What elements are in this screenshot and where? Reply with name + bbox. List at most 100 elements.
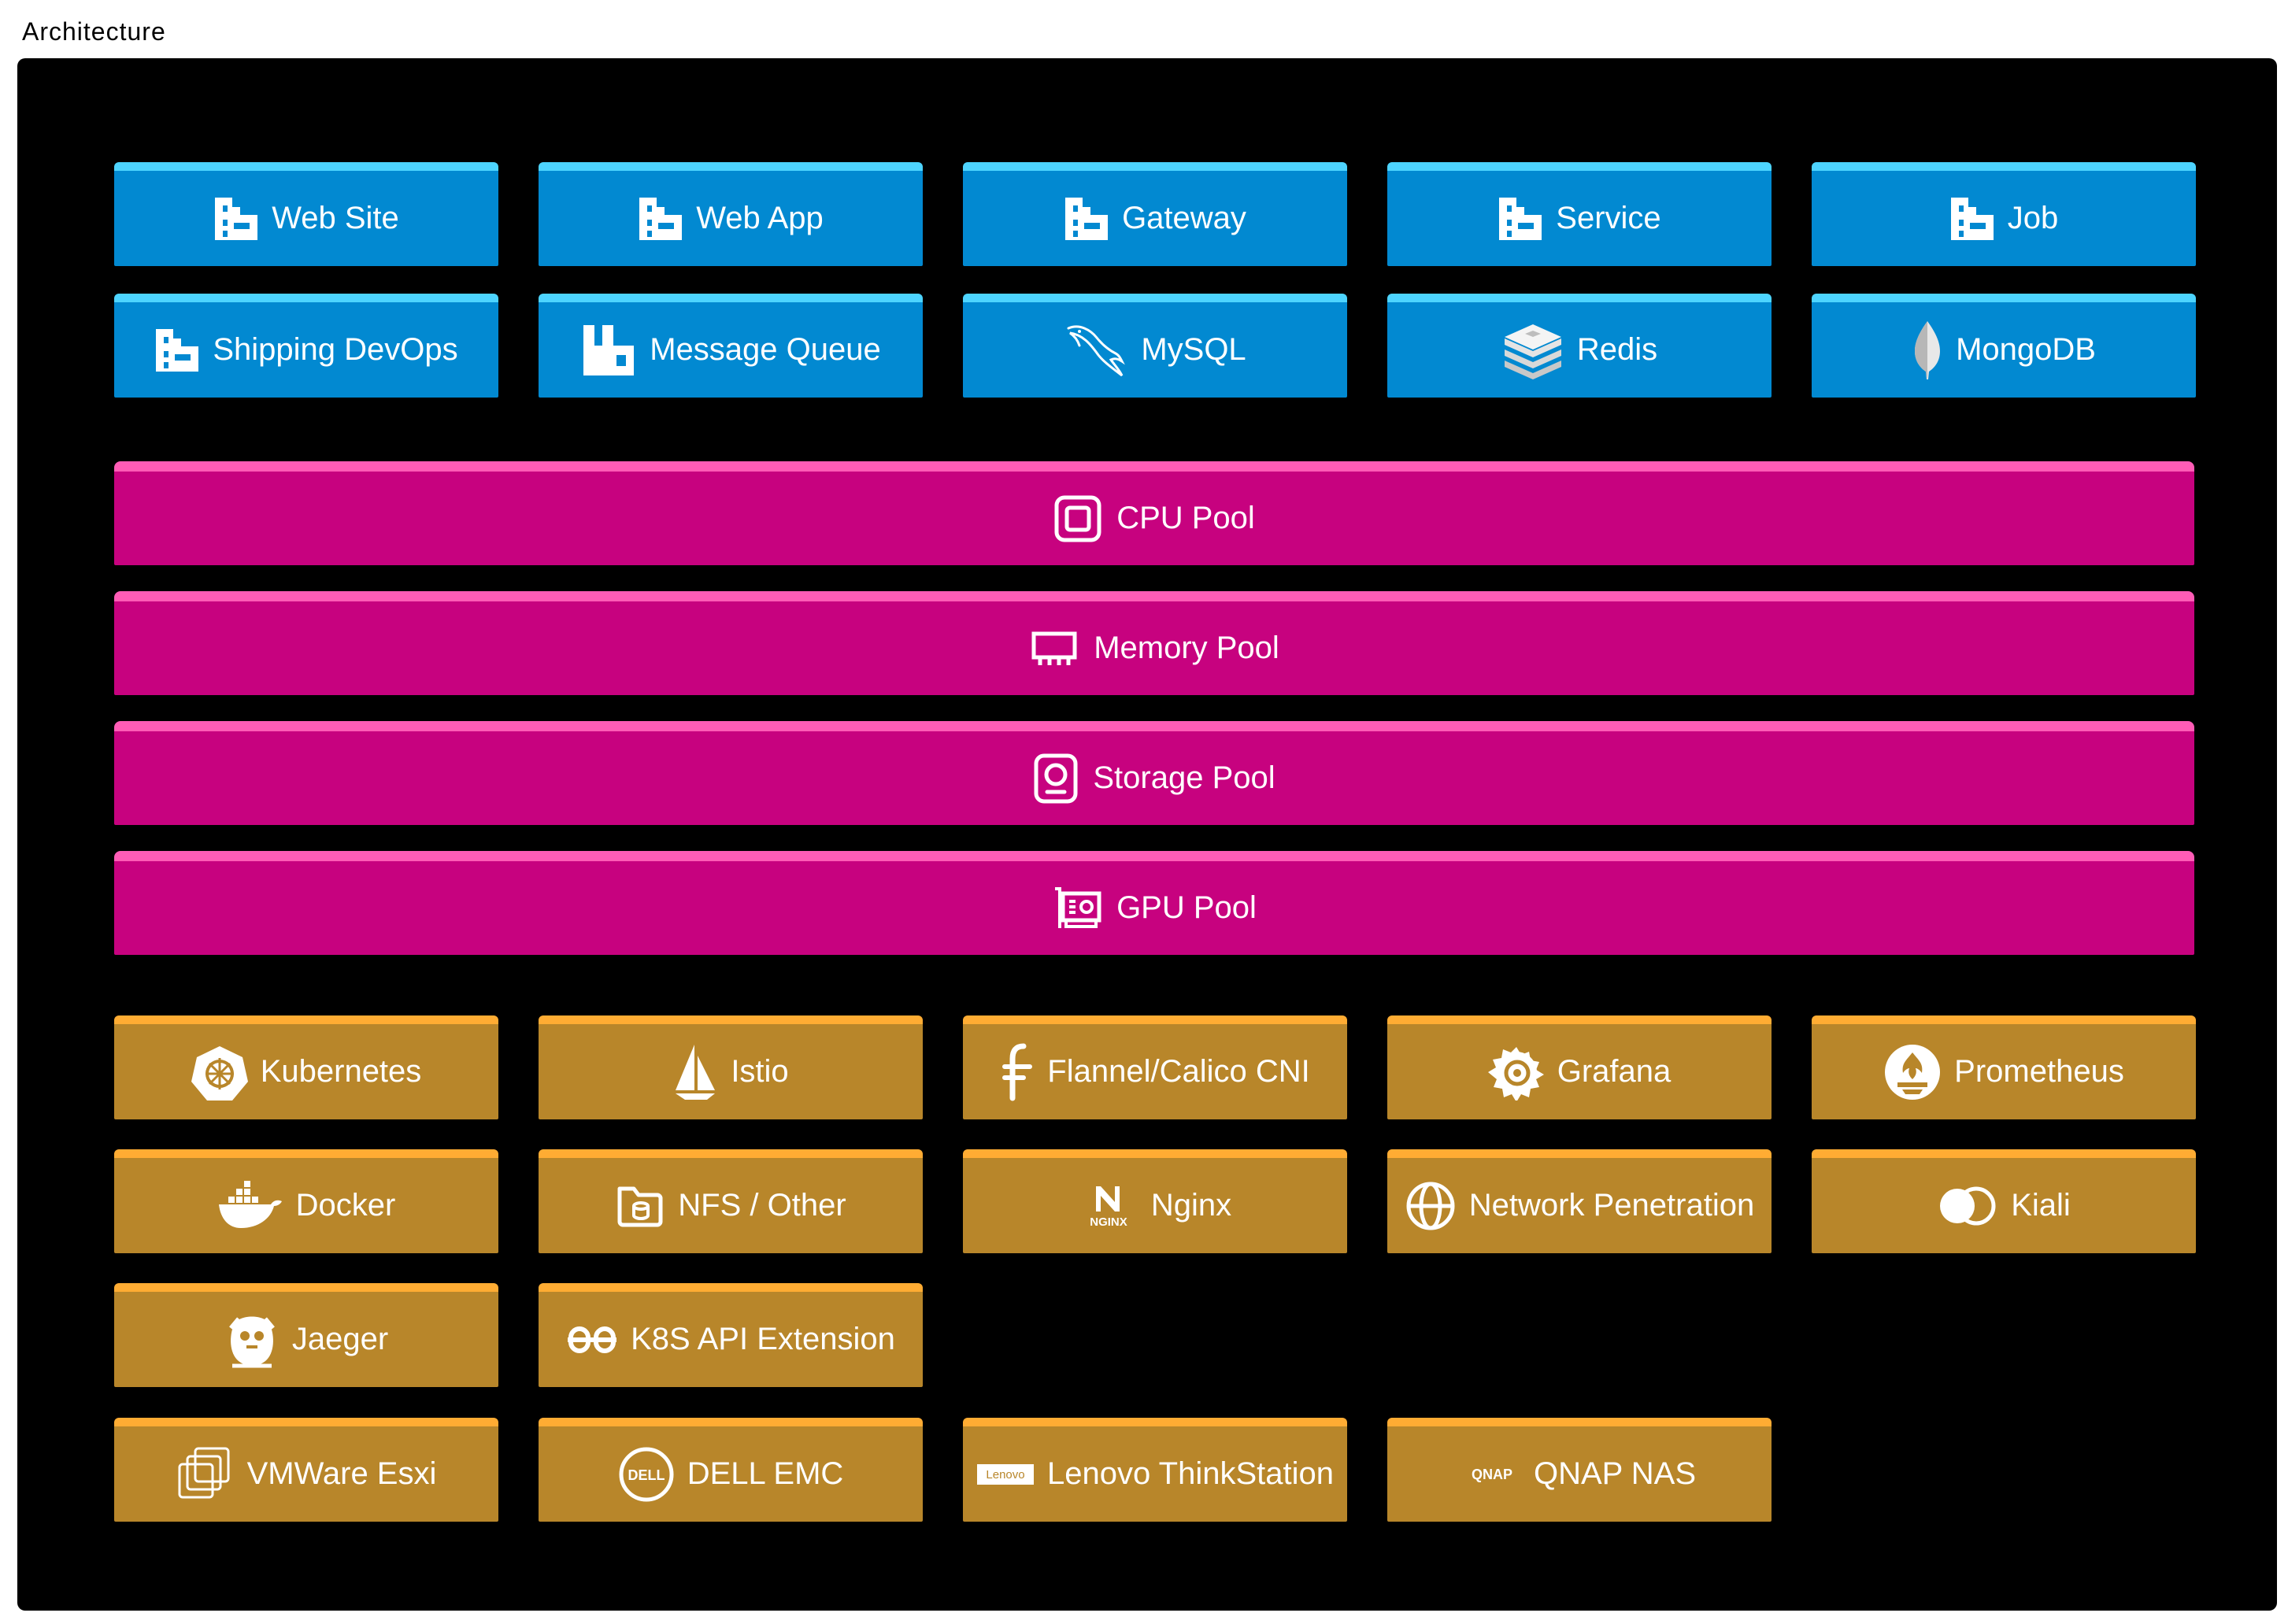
redis-block[interactable]: Redis bbox=[1387, 294, 1772, 398]
block-label: Kiali bbox=[2011, 1188, 2071, 1223]
block-label: K8S API Extension bbox=[631, 1322, 895, 1356]
block-label: Web App bbox=[696, 201, 824, 235]
flannel-calico-block[interactable]: Flannel/Calico CNI bbox=[963, 1015, 1347, 1119]
lenovo-logo-icon: Lenovo bbox=[976, 1463, 1035, 1485]
k8s-api-extension-block[interactable]: K8S API Extension bbox=[539, 1283, 923, 1387]
memory-pool-block[interactable]: Memory Pool bbox=[114, 591, 2194, 695]
deployment-icon bbox=[1498, 196, 1543, 242]
cpu-icon bbox=[1053, 494, 1102, 543]
lenovo-thinkstation-block[interactable]: Lenovo Lenovo ThinkStation bbox=[963, 1418, 1347, 1522]
deployment-icon bbox=[154, 327, 200, 373]
jaeger-block[interactable]: Jaeger bbox=[114, 1283, 498, 1387]
block-label: Docker bbox=[295, 1188, 396, 1223]
api-link-icon bbox=[566, 1323, 618, 1357]
shipping-devops-block[interactable]: Shipping DevOps bbox=[114, 294, 498, 398]
block-label: VMWare Esxi bbox=[246, 1456, 437, 1491]
block-label: Prometheus bbox=[1954, 1054, 2124, 1089]
block-label: Kubernetes bbox=[260, 1054, 422, 1089]
istio-sail-icon bbox=[672, 1043, 718, 1101]
block-label: Nginx bbox=[1150, 1188, 1232, 1223]
block-label: Grafana bbox=[1557, 1054, 1672, 1089]
deployment-icon bbox=[1949, 196, 1995, 242]
block-label: Redis bbox=[1576, 332, 1658, 367]
kiali-block[interactable]: Kiali bbox=[1812, 1149, 2196, 1253]
pool-label: GPU Pool bbox=[1116, 890, 1257, 925]
infra-row-2: Docker NFS / Other NGINX Nginx Network P… bbox=[114, 1149, 2196, 1253]
istio-block[interactable]: Istio bbox=[539, 1015, 923, 1119]
block-label: MySQL bbox=[1141, 332, 1246, 367]
pool-label: Memory Pool bbox=[1094, 631, 1279, 665]
architecture-canvas: Web Site Web App Gateway Service Job bbox=[17, 58, 2277, 1611]
kiali-icon bbox=[1937, 1185, 1998, 1227]
qnap-logo-text: QNAP bbox=[1472, 1467, 1512, 1482]
nginx-block[interactable]: NGINX Nginx bbox=[963, 1149, 1347, 1253]
service-block[interactable]: Service bbox=[1387, 162, 1772, 266]
block-label: Flannel/Calico CNI bbox=[1047, 1054, 1310, 1089]
deployment-icon bbox=[213, 196, 259, 242]
prometheus-block[interactable]: Prometheus bbox=[1812, 1015, 2196, 1119]
memory-icon bbox=[1029, 629, 1079, 668]
redis-icon bbox=[1501, 321, 1564, 379]
block-label: Network Penetration bbox=[1468, 1188, 1755, 1223]
mysql-block[interactable]: MySQL bbox=[963, 294, 1347, 398]
infra-row-1: Kubernetes Istio Flannel/Calico CNI Graf… bbox=[114, 1015, 2196, 1119]
vmware-icon bbox=[176, 1445, 235, 1504]
block-label: QNAP NAS bbox=[1534, 1456, 1696, 1491]
deployment-icon bbox=[1064, 196, 1109, 242]
block-label: NFS / Other bbox=[678, 1188, 846, 1223]
docker-whale-icon bbox=[217, 1180, 283, 1231]
vmware-esxi-block[interactable]: VMWare Esxi bbox=[114, 1418, 498, 1522]
dell-logo-text: DELL bbox=[628, 1467, 665, 1483]
block-label: DELL EMC bbox=[687, 1456, 844, 1491]
flannel-icon bbox=[1000, 1043, 1035, 1101]
dell-emc-block[interactable]: DELL DELL EMC bbox=[539, 1418, 923, 1522]
infra-row-3: Jaeger K8S API Extension bbox=[114, 1283, 923, 1387]
rabbitmq-icon bbox=[580, 322, 637, 379]
block-label: Shipping DevOps bbox=[213, 332, 458, 367]
kubernetes-icon bbox=[191, 1044, 248, 1101]
pool-label: Storage Pool bbox=[1093, 760, 1275, 795]
message-queue-block[interactable]: Message Queue bbox=[539, 294, 923, 398]
dell-logo-icon: DELL bbox=[618, 1446, 675, 1503]
deployment-icon bbox=[638, 196, 683, 242]
diagram-title: Architecture bbox=[22, 17, 166, 46]
gpu-pool-block[interactable]: GPU Pool bbox=[114, 851, 2194, 955]
lenovo-logo-text: Lenovo bbox=[986, 1468, 1024, 1482]
web-site-block[interactable]: Web Site bbox=[114, 162, 498, 266]
nginx-icon: NGINX bbox=[1079, 1183, 1138, 1229]
gateway-block[interactable]: Gateway bbox=[963, 162, 1347, 266]
block-label: Jaeger bbox=[291, 1322, 389, 1356]
block-label: Message Queue bbox=[650, 332, 881, 367]
mongodb-block[interactable]: MongoDB bbox=[1812, 294, 2196, 398]
prometheus-icon bbox=[1883, 1043, 1942, 1101]
storage-pool-block[interactable]: Storage Pool bbox=[114, 721, 2194, 825]
globe-icon bbox=[1405, 1180, 1457, 1232]
grafana-block[interactable]: Grafana bbox=[1387, 1015, 1772, 1119]
web-app-block[interactable]: Web App bbox=[539, 162, 923, 266]
qnap-nas-block[interactable]: QNAP QNAP NAS bbox=[1387, 1418, 1772, 1522]
cpu-pool-block[interactable]: CPU Pool bbox=[114, 461, 2194, 565]
nfs-folder-icon bbox=[615, 1181, 665, 1231]
block-label: Lenovo ThinkStation bbox=[1047, 1456, 1334, 1491]
job-block[interactable]: Job bbox=[1812, 162, 2196, 266]
kubernetes-block[interactable]: Kubernetes bbox=[114, 1015, 498, 1119]
storage-icon bbox=[1033, 753, 1079, 805]
grafana-icon bbox=[1487, 1044, 1545, 1101]
app-row-2: Shipping DevOps Message Queue MySQL Redi… bbox=[114, 294, 2196, 398]
block-label: Istio bbox=[731, 1054, 789, 1089]
block-label: Gateway bbox=[1122, 201, 1246, 235]
nginx-logo-text: NGINX bbox=[1090, 1215, 1127, 1229]
nfs-other-block[interactable]: NFS / Other bbox=[539, 1149, 923, 1253]
mongodb-leaf-icon bbox=[1912, 320, 1943, 381]
block-label: Service bbox=[1556, 201, 1661, 235]
mysql-dolphin-icon bbox=[1064, 320, 1128, 380]
block-label: Web Site bbox=[272, 201, 399, 235]
hardware-row: VMWare Esxi DELL DELL EMC Lenovo Lenovo … bbox=[114, 1418, 1772, 1522]
block-label: Job bbox=[2007, 201, 2059, 235]
gpu-icon bbox=[1052, 886, 1102, 931]
docker-block[interactable]: Docker bbox=[114, 1149, 498, 1253]
jaeger-icon bbox=[224, 1311, 280, 1369]
pool-label: CPU Pool bbox=[1116, 501, 1255, 535]
app-row-1: Web Site Web App Gateway Service Job bbox=[114, 162, 2196, 266]
network-penetration-block[interactable]: Network Penetration bbox=[1387, 1149, 1772, 1253]
